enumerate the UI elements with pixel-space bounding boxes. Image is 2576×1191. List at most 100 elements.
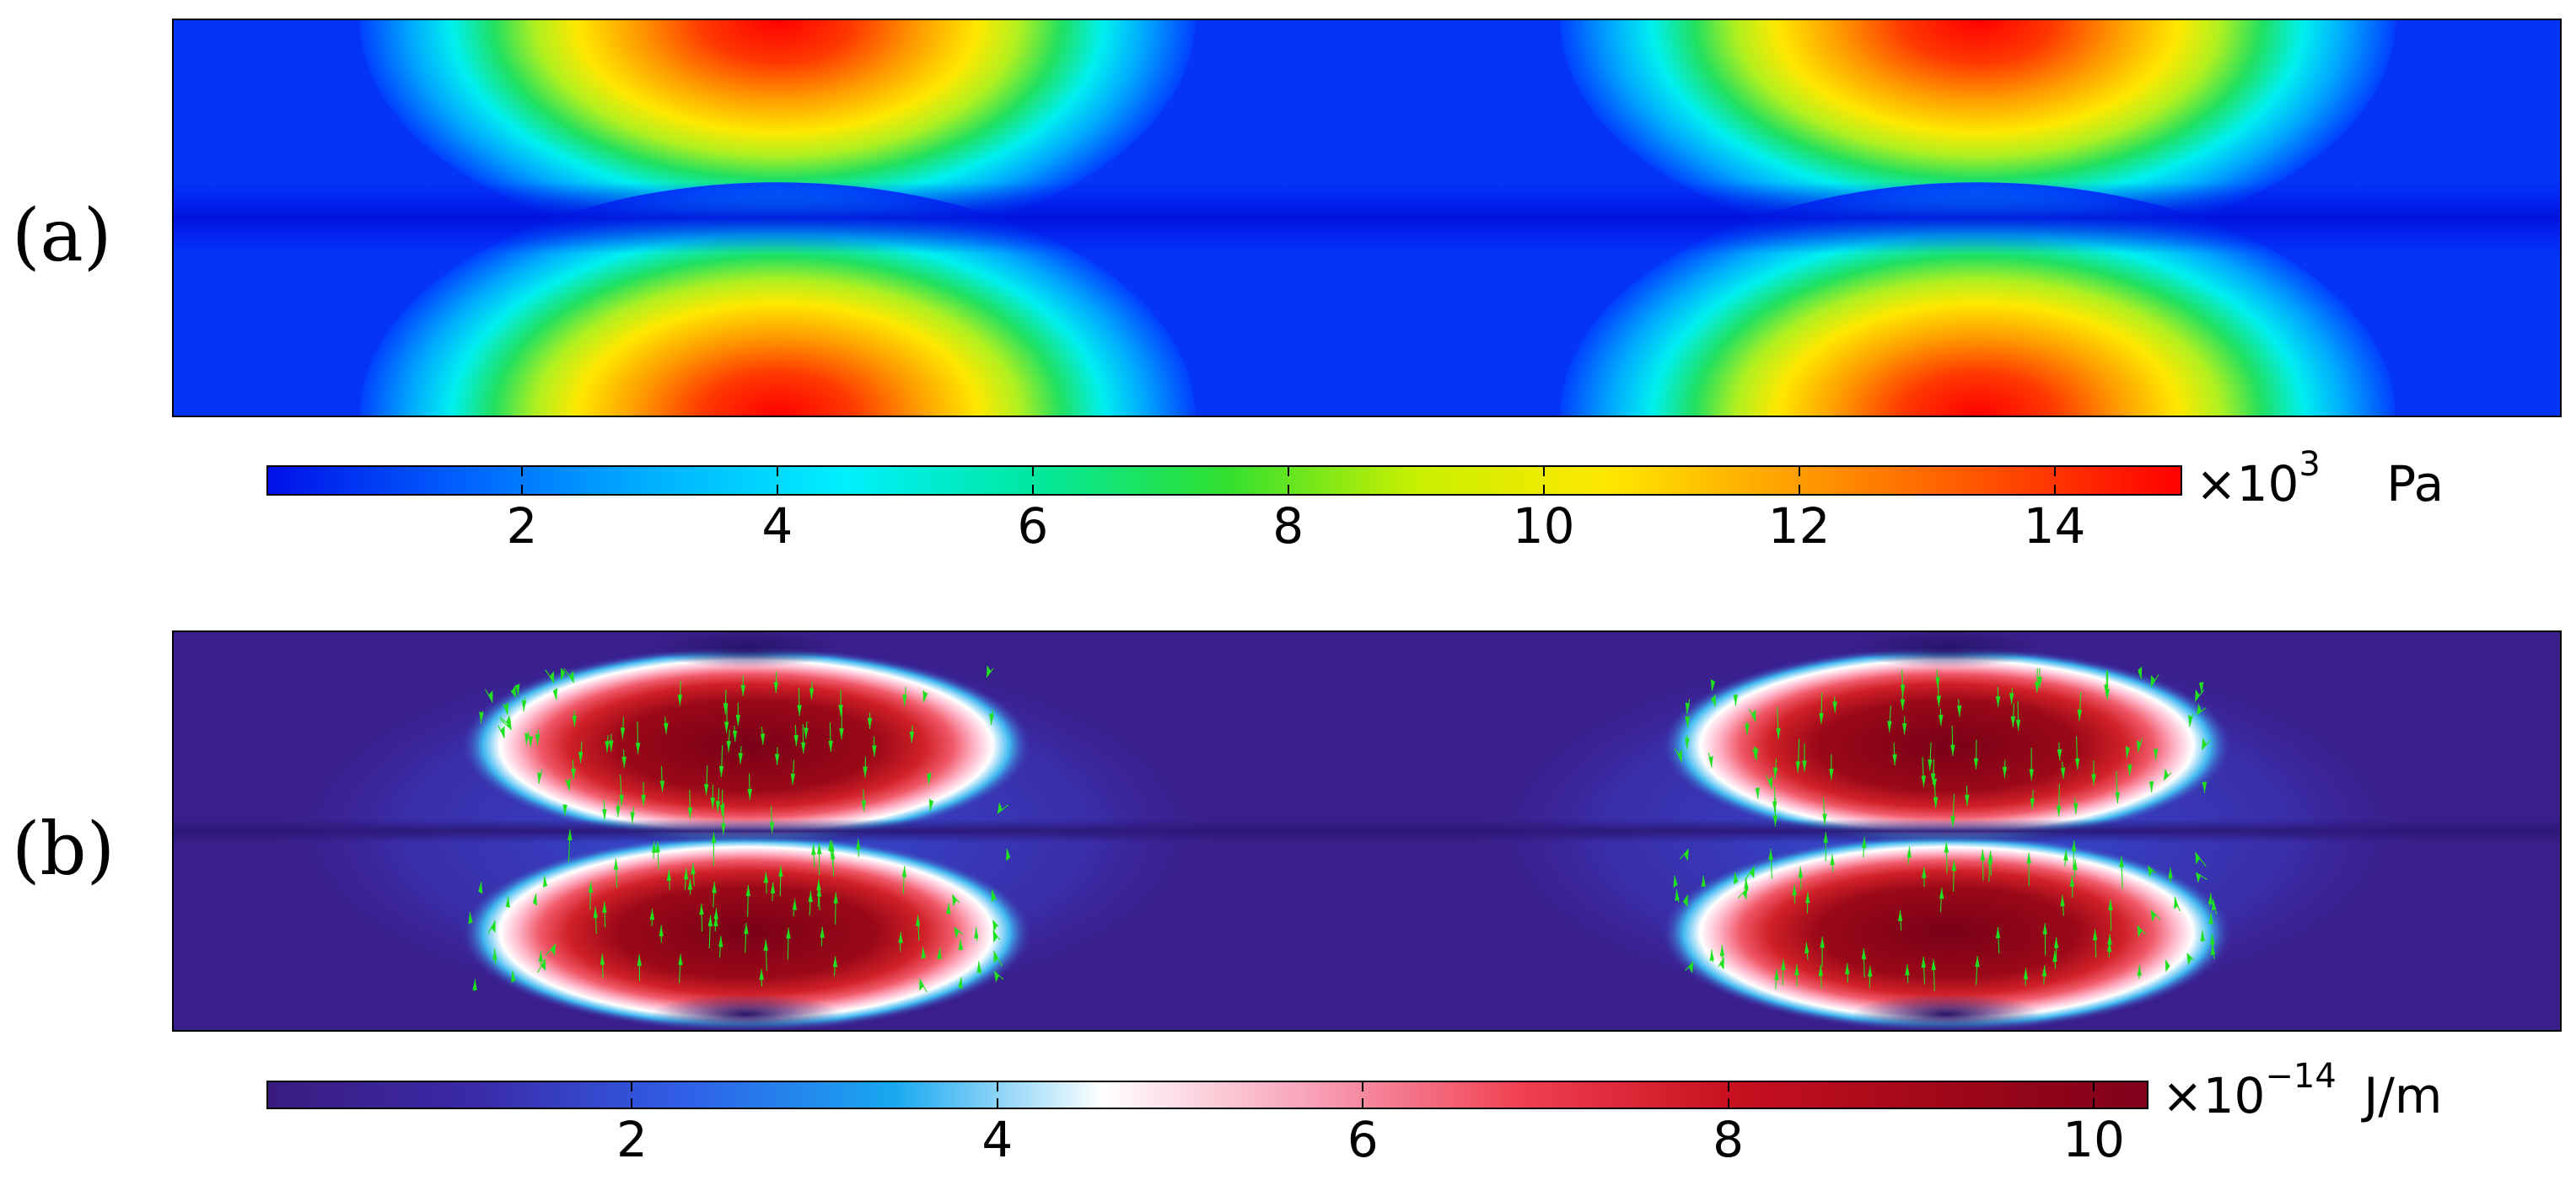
vector-arrowhead <box>2137 740 2142 753</box>
vector-arrowhead <box>2052 950 2057 963</box>
vector-arrowhead <box>954 927 960 939</box>
vector-arrow <box>2148 866 2155 872</box>
vector-arrowhead <box>2165 959 2170 973</box>
colorbar-b <box>266 1081 2148 1109</box>
vector-arrowhead <box>1933 797 1939 808</box>
vector-arrowhead <box>804 727 809 739</box>
vector-arrowhead <box>1711 694 1716 707</box>
vector-arrowhead <box>830 848 836 860</box>
vector-arrow <box>2151 910 2160 920</box>
vector-arrowhead <box>687 807 693 819</box>
vector-arrowhead <box>770 882 776 894</box>
vector-arrowhead <box>2198 681 2204 694</box>
vector-arrowhead <box>1901 723 1907 735</box>
heatmap-b-dip-bottom-1 <box>651 994 842 1030</box>
vector-arrowhead <box>1823 831 1828 843</box>
vector-arrowhead <box>479 711 484 724</box>
vector-arrowhead <box>1685 716 1690 728</box>
vector-arrowhead <box>2208 913 2213 925</box>
colorbar-b-tick-mark-bottom <box>996 1098 998 1109</box>
vector-arrowhead <box>572 716 578 727</box>
colorbar-a-tick-mark-bottom <box>1287 485 1289 496</box>
vector-arrowhead <box>2210 943 2216 956</box>
colorbar-b-tick-label: 4 <box>981 1111 1014 1168</box>
vector-arrowhead <box>833 892 838 904</box>
vector-arrowhead <box>2030 797 2035 810</box>
colorbar-b-tick-mark-top <box>1727 1081 1729 1092</box>
vector-arrowhead <box>1980 849 1986 861</box>
vector-arrowhead <box>2150 909 2156 922</box>
vector-arrowhead <box>678 953 683 966</box>
vector-arrowhead <box>1845 963 1850 974</box>
vector-arrowhead <box>1939 714 1944 727</box>
vector-arrowhead <box>2041 965 2047 977</box>
vector-arrowhead <box>1750 866 1755 879</box>
vector-arrowhead <box>2073 859 2078 871</box>
vector-arrowhead <box>505 896 510 909</box>
vector-arrowhead <box>515 684 520 696</box>
vector-arrowhead <box>986 665 992 678</box>
vector-arrowhead <box>713 915 718 927</box>
vector-arrowhead <box>800 742 806 754</box>
vector-arrowhead <box>666 869 672 882</box>
vector-arrowhead <box>2023 968 2029 979</box>
vector-arrowhead <box>541 958 546 971</box>
vector-arrowhead <box>946 903 951 915</box>
colorbar-a-tick-mark-bottom <box>776 485 778 496</box>
vector-arrow <box>2164 773 2171 781</box>
vector-arrowhead <box>699 904 704 915</box>
vector-arrowhead <box>1861 948 1867 960</box>
heatmap-b <box>172 630 2562 1032</box>
vector-arrow <box>498 726 505 738</box>
vector-arrowhead <box>2138 666 2143 679</box>
vector-arrowhead <box>1781 958 1786 970</box>
vector-arrowhead <box>2010 716 2016 727</box>
vector-arrowhead <box>1887 721 1892 732</box>
vector-arrowhead <box>732 730 738 743</box>
vector-arrowhead <box>2002 766 2008 778</box>
vector-arrowhead <box>774 754 780 765</box>
vector-arrowhead <box>710 797 715 809</box>
vector-arrowhead <box>2074 758 2080 770</box>
vector-arrowhead <box>1805 892 1810 904</box>
vector-arrowhead <box>974 927 979 939</box>
vector-arrowhead <box>763 939 769 952</box>
heatmap-b-centerline <box>174 818 2560 844</box>
vector-arrowhead <box>745 885 751 897</box>
colorbar-a-tick-mark-bottom <box>2053 485 2056 496</box>
vector-arrow <box>919 979 927 992</box>
vector-arrow <box>546 944 556 956</box>
vector-arrowhead <box>838 705 843 716</box>
vector-arrowhead <box>1708 755 1713 768</box>
vector-arrowhead <box>937 947 942 960</box>
vector-arrow <box>2202 740 2210 749</box>
panel-label-b: (b) <box>12 807 116 892</box>
vector-arrowhead <box>2208 893 2213 904</box>
vector-arrowhead <box>2061 767 2066 779</box>
heatmap-a-centerline <box>174 182 2560 254</box>
colorbar-a-tick-mark-bottom <box>520 485 523 496</box>
colorbar-b-exponent: −14 <box>2265 1057 2337 1096</box>
vector-arrowhead <box>2125 746 2130 759</box>
vector-arrow <box>537 958 545 973</box>
vector-arrowhead <box>744 922 749 935</box>
vector-arrowhead <box>1751 709 1756 722</box>
vector-arrowhead <box>600 953 605 965</box>
vector-arrow <box>1680 849 1688 859</box>
vector-arrowhead <box>2168 866 2173 878</box>
vector-arrowhead <box>2026 852 2031 864</box>
vector-arrowhead <box>2073 802 2079 814</box>
vector-arrowhead <box>993 951 998 963</box>
vector-arrowhead <box>707 915 713 927</box>
colorbar-b-tick-mark-top <box>631 1081 633 1092</box>
vector-arrowhead <box>1921 956 1926 968</box>
vector-arrowhead <box>2202 781 2208 793</box>
colorbar-a-tick-mark-top <box>776 465 778 476</box>
vector-arrowhead <box>1768 849 1773 861</box>
colorbar-b-tick-label: 10 <box>2062 1111 2125 1168</box>
vector-arrowhead <box>1829 769 1834 781</box>
colorbar-b-multiplier: ×10 <box>2162 1067 2266 1124</box>
vector-arrowhead <box>532 893 538 906</box>
vector-arrowhead <box>2029 769 2034 781</box>
vector-arrowhead <box>1804 942 1810 954</box>
